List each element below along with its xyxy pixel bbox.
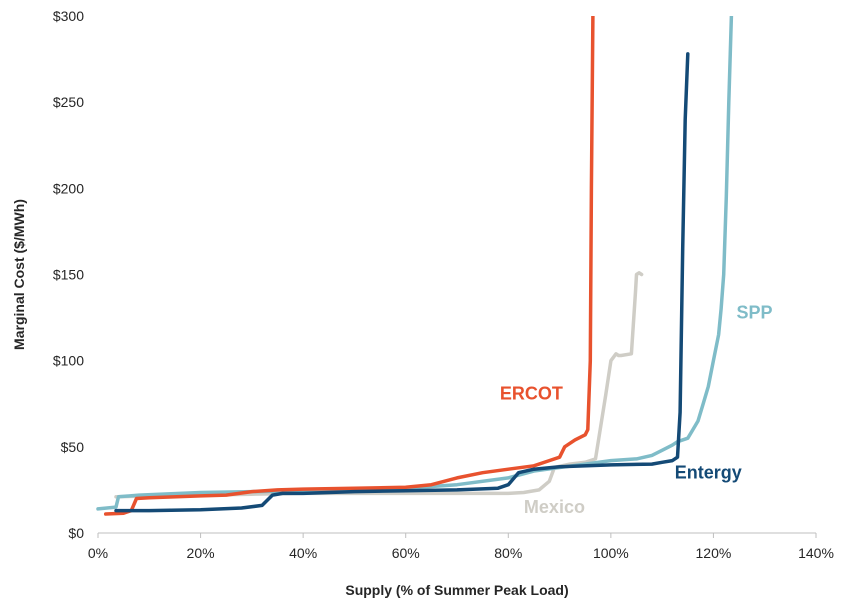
x-tick-label: 60% <box>392 545 420 561</box>
x-tick-label: 20% <box>187 545 215 561</box>
x-axis-ticks: 0% 20% 40% 60% 80% 100% 120% 140% <box>88 533 834 561</box>
x-tick-label: 100% <box>593 545 629 561</box>
y-axis-ticks: $0 $50 $100 $150 $200 $250 $300 <box>53 8 84 541</box>
y-tick-label: $300 <box>53 8 84 24</box>
series-line-entergy <box>114 52 690 513</box>
x-tick-label: 40% <box>289 545 317 561</box>
series-labels: ERCOT SPP Entergy Mexico <box>500 302 773 517</box>
x-tick-label: 80% <box>494 545 522 561</box>
y-tick-label: $50 <box>61 439 85 455</box>
y-tick-label: $100 <box>53 353 84 369</box>
series-label-ercot: ERCOT <box>500 383 563 403</box>
x-tick-label: 140% <box>798 545 834 561</box>
y-tick-label: $200 <box>53 180 84 196</box>
x-tick-label: 120% <box>696 545 732 561</box>
series-lines <box>96 16 734 516</box>
x-tick-label: 0% <box>88 545 108 561</box>
y-tick-label: $250 <box>53 94 84 110</box>
y-tick-label: $0 <box>68 525 84 541</box>
y-tick-label: $150 <box>53 267 84 283</box>
series-line-ercot <box>103 16 595 516</box>
y-axis-title: Marginal Cost ($/MWh) <box>11 199 27 350</box>
series-label-entergy: Entergy <box>675 463 742 483</box>
series-line-spp <box>96 16 734 511</box>
x-axis-title: Supply (% of Summer Peak Load) <box>345 582 568 598</box>
series-label-mexico: Mexico <box>524 497 585 517</box>
series-label-spp: SPP <box>736 302 772 322</box>
